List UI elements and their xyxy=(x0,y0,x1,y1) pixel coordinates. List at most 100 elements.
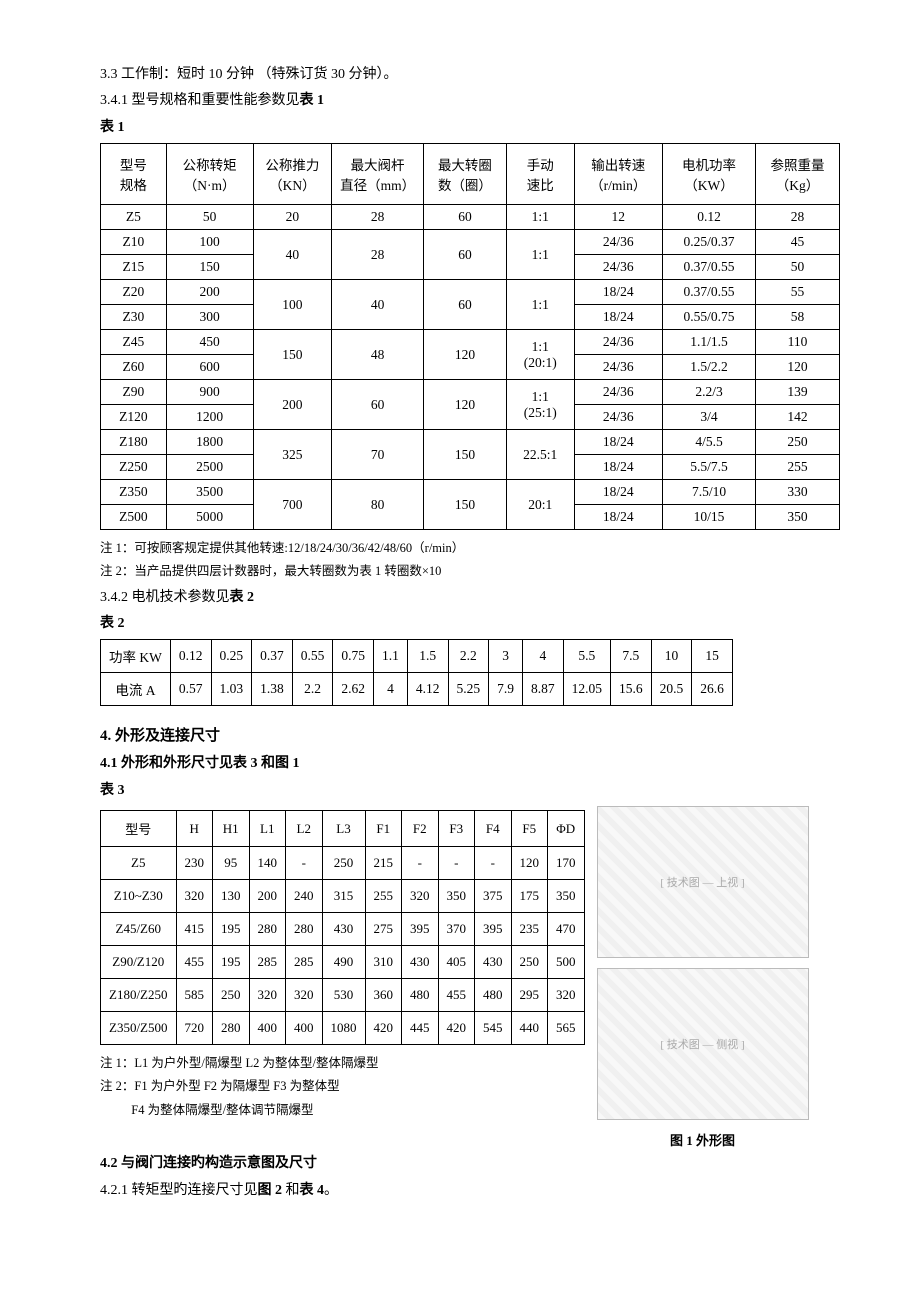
table3-cell: 480 xyxy=(475,979,512,1012)
table3-header: ΦD xyxy=(548,811,585,847)
table1-cell: 150 xyxy=(166,255,253,280)
table1-cell: 48 xyxy=(332,330,424,380)
table2-cell: 1.03 xyxy=(211,673,252,706)
table3-cell: 350 xyxy=(438,880,475,913)
table1-cell: 110 xyxy=(756,330,840,355)
table1-cell: Z5 xyxy=(101,205,167,230)
table1-cell: 700 xyxy=(253,480,332,530)
table1-cell: Z500 xyxy=(101,505,167,530)
table1-cell: 7.5/10 xyxy=(663,480,756,505)
table2-cell: 8.87 xyxy=(523,673,564,706)
table1-cell: 10/15 xyxy=(663,505,756,530)
table3-cell: 320 xyxy=(548,979,585,1012)
table2-cell: 1.38 xyxy=(252,673,293,706)
table3-header: H1 xyxy=(213,811,250,847)
section-4-title: 4. 外形及连接尺寸 xyxy=(100,724,840,745)
table1-label: 表 1 xyxy=(100,117,840,139)
table1-cell: 3/4 xyxy=(663,405,756,430)
table3-note-2: 注 2：F1 为户外型 F2 为隔爆型 F3 为整体型 xyxy=(100,1076,585,1097)
table1-cell: 18/24 xyxy=(574,505,662,530)
ref-fig2: 图 2 xyxy=(258,1183,283,1198)
table3-cell: 1080 xyxy=(322,1012,365,1045)
table1-cell: 100 xyxy=(166,230,253,255)
table2-cell: 5.5 xyxy=(563,640,610,673)
table1-cell: 50 xyxy=(756,255,840,280)
table3-cell: 280 xyxy=(249,913,286,946)
table2-cell: 3 xyxy=(489,640,523,673)
table3-wrapper: 型号HH1L1L2L3F1F2F3F4F5ΦDZ523095140-250215… xyxy=(100,806,585,1123)
ref-table2: 表 2 xyxy=(230,590,255,605)
table3-header: L3 xyxy=(322,811,365,847)
table3-cell: 455 xyxy=(438,979,475,1012)
table3-label: 表 3 xyxy=(100,780,840,802)
table1-cell: 58 xyxy=(756,305,840,330)
table3-cell: 240 xyxy=(286,880,323,913)
table3-cell: 175 xyxy=(511,880,548,913)
table1-header: 公称推力（KN） xyxy=(253,144,332,205)
table1-cell: 1.1/1.5 xyxy=(663,330,756,355)
table1-cell: 60 xyxy=(424,230,507,280)
table1-cell: 80 xyxy=(332,480,424,530)
table1-cell: 24/36 xyxy=(574,405,662,430)
table3-cell: 545 xyxy=(475,1012,512,1045)
table3-cell: Z45/Z60 xyxy=(101,913,177,946)
table3-cell: 285 xyxy=(249,946,286,979)
table3-cell: 295 xyxy=(511,979,548,1012)
table1-cell: 18/24 xyxy=(574,280,662,305)
table1-header: 最大转圈数（圈） xyxy=(424,144,507,205)
table3-cell: 235 xyxy=(511,913,548,946)
table1-cell: 24/36 xyxy=(574,230,662,255)
table3-note-3: F4 为整体隔爆型/整体调节隔爆型 xyxy=(100,1100,585,1121)
table2-row-label: 功率 KW xyxy=(101,640,171,673)
table3-cell: 230 xyxy=(176,847,213,880)
table3-cell: Z10~Z30 xyxy=(101,880,177,913)
text: 和 xyxy=(282,1183,300,1198)
table2-cell: 4 xyxy=(523,640,564,673)
table2-cell: 15 xyxy=(692,640,733,673)
table1-cell: 150 xyxy=(424,430,507,480)
table1-cell: 1800 xyxy=(166,430,253,455)
figure-1-caption: 图 1 外形图 xyxy=(597,1130,809,1149)
table2-cell: 4 xyxy=(374,673,408,706)
table3-cell: 200 xyxy=(249,880,286,913)
table3-cell: 585 xyxy=(176,979,213,1012)
table3-cell: 350 xyxy=(548,880,585,913)
section-4-2-1: 4.2.1 转矩型旳连接尺寸见图 2 和表 4。 xyxy=(100,1180,840,1202)
table1-cell: 1.5/2.2 xyxy=(663,355,756,380)
table1-cell: 18/24 xyxy=(574,305,662,330)
table2-cell: 5.25 xyxy=(448,673,489,706)
table3-cell: - xyxy=(438,847,475,880)
table3-cell: 310 xyxy=(365,946,402,979)
table2-cell: 0.25 xyxy=(211,640,252,673)
table1-cell: Z30 xyxy=(101,305,167,330)
paragraph-3-4-2: 3.4.2 电机技术参数见表 2 xyxy=(100,587,840,609)
table3-cell: Z90/Z120 xyxy=(101,946,177,979)
table3-cell: 170 xyxy=(548,847,585,880)
table3-cell: 430 xyxy=(402,946,439,979)
table3-cell: 480 xyxy=(402,979,439,1012)
figure-1-bottom: [ 技术图 — 侧视 ] xyxy=(597,968,809,1120)
table2-cell: 7.5 xyxy=(611,640,652,673)
table1-cell: 70 xyxy=(332,430,424,480)
table3-header: L2 xyxy=(286,811,323,847)
table1-header: 公称转矩（N·m） xyxy=(166,144,253,205)
table3-cell: 195 xyxy=(213,946,250,979)
paragraph-3-3: 3.3 工作制：短时 10 分钟 （特殊订货 30 分钟）。 xyxy=(100,64,840,86)
table1-cell: 120 xyxy=(424,380,507,430)
table1-cell: 120 xyxy=(424,330,507,380)
table1-cell: 1:1(25:1) xyxy=(506,380,574,430)
table2-cell: 2.2 xyxy=(292,673,333,706)
table1-cell: 45 xyxy=(756,230,840,255)
table1-cell: 0.37/0.55 xyxy=(663,280,756,305)
table3-header: H xyxy=(176,811,213,847)
table-2: 功率 KW0.120.250.370.550.751.11.52.2345.57… xyxy=(100,639,733,706)
table3-cell: - xyxy=(402,847,439,880)
table1-cell: 2.2/3 xyxy=(663,380,756,405)
table1-cell: 28 xyxy=(332,230,424,280)
table3-cell: 470 xyxy=(548,913,585,946)
table3-cell: - xyxy=(286,847,323,880)
table1-cell: 18/24 xyxy=(574,480,662,505)
table2-cell: 15.6 xyxy=(611,673,652,706)
table3-cell: 320 xyxy=(402,880,439,913)
table3-cell: 215 xyxy=(365,847,402,880)
